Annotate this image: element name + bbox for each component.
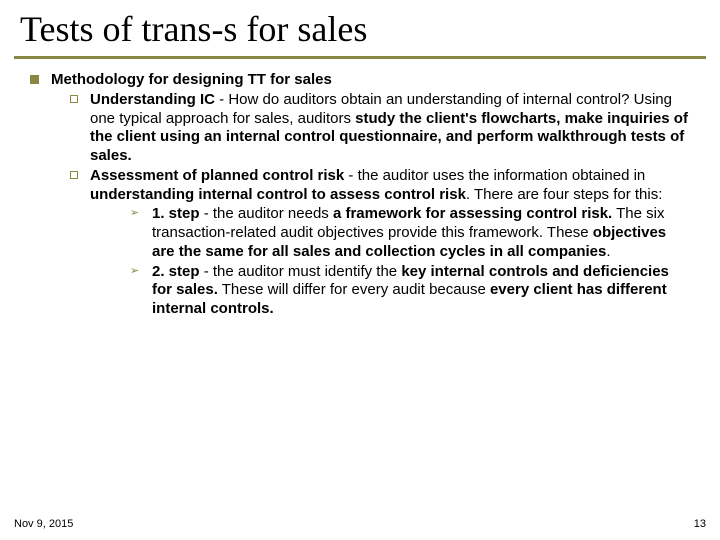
bullet-level1: Methodology for designing TT for sales: [30, 71, 690, 90]
level2-text-0: Understanding IC - How do auditors obtai…: [90, 91, 690, 166]
text-bold: 1. step: [152, 205, 200, 222]
text-plain: .: [606, 243, 610, 260]
text-bold: understanding internal control to assess…: [90, 186, 466, 203]
title-block: Tests of trans-s for sales: [0, 0, 720, 54]
level3-text-0: 1. step - the auditor needs a framework …: [152, 205, 690, 261]
arrow-bullet-icon: ➢: [130, 265, 140, 319]
arrow-bullet-icon: ➢: [130, 207, 140, 261]
text-bold: 2. step: [152, 263, 200, 280]
level2-text-1: Assessment of planned control risk - the…: [90, 167, 690, 319]
slide-title: Tests of trans-s for sales: [20, 8, 700, 50]
bullet-level2: Understanding IC - How do auditors obtai…: [70, 91, 690, 166]
text-bold: Assessment of planned control risk: [90, 167, 344, 184]
text-plain: These will differ for every audit becaus…: [218, 281, 490, 298]
text-plain: . There are four steps for this:: [466, 186, 662, 203]
bullet-level3: ➢ 1. step - the auditor needs a framewor…: [130, 205, 690, 261]
bullet-level3: ➢ 2. step - the auditor must identify th…: [130, 263, 690, 319]
text-plain: - the auditor needs: [200, 205, 333, 222]
level3-text-1: 2. step - the auditor must identify the …: [152, 263, 690, 319]
content-area: Methodology for designing TT for sales U…: [0, 59, 720, 319]
text-plain: - the auditor uses the information obtai…: [344, 167, 645, 184]
footer-date: Nov 9, 2015: [14, 518, 73, 530]
level1-text: Methodology for designing TT for sales: [51, 71, 332, 90]
text-bold: Understanding IC: [90, 91, 215, 108]
bullet-level2: Assessment of planned control risk - the…: [70, 167, 690, 319]
text-plain: - the auditor must identify the: [200, 263, 402, 280]
hollow-square-icon: [70, 95, 78, 103]
hollow-square-icon: [70, 171, 78, 179]
footer-page-number: 13: [694, 518, 706, 530]
square-bullet-icon: [30, 75, 39, 84]
text-bold: a framework for assessing control risk.: [333, 205, 612, 222]
